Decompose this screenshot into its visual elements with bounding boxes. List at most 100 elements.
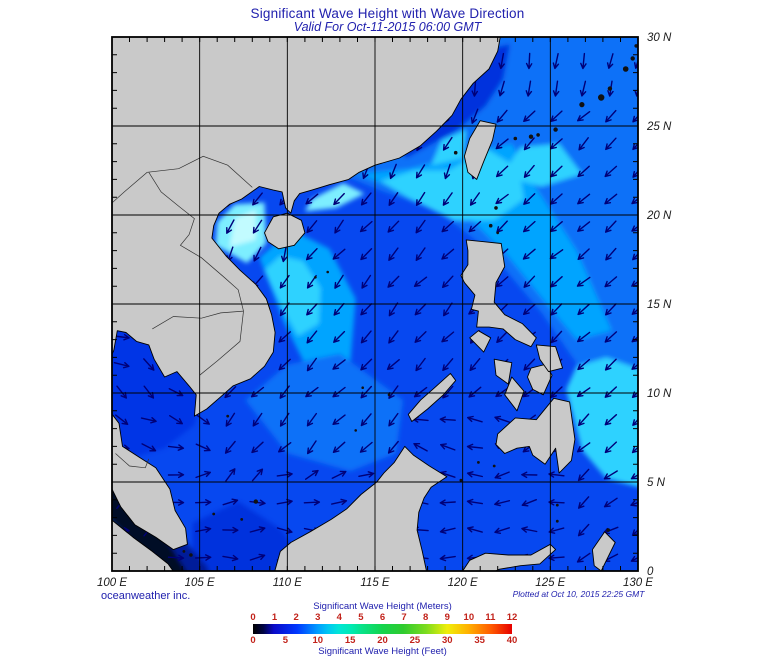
legend-feet-ticks: 0 5 10 15 20 25 30 35 40 (250, 635, 517, 646)
land-layer (112, 37, 638, 571)
legend-tick: 6 (379, 612, 386, 623)
island-dot (555, 519, 559, 523)
legend-tick: 40 (506, 635, 518, 646)
island-dot (459, 478, 463, 482)
legend-tick: 2 (293, 612, 299, 623)
land-taiwan (463, 120, 497, 180)
legend-tick: 0 (250, 612, 256, 623)
island-dot (453, 150, 458, 155)
country-border-china-vietnam (112, 155, 253, 204)
land-panay (493, 358, 513, 385)
legend-meters-ticks: 0 1 2 3 4 5 6 7 8 9 10 11 12 (250, 612, 517, 623)
legend-tick: 10 (463, 612, 475, 623)
wave-region-hainan-east-bright (304, 183, 365, 212)
color-scale-bar (253, 624, 512, 634)
island-dot (189, 553, 193, 557)
legend-tick: 7 (401, 612, 407, 623)
wave-region-gulf-tonkin-pale-core (229, 209, 256, 247)
island-dot (536, 133, 540, 137)
lon-label: 100 E (97, 577, 127, 589)
island-dot (606, 528, 610, 532)
lon-label: 120 E (448, 577, 478, 589)
island-dot (555, 503, 559, 507)
land-halmahera (591, 531, 616, 571)
legend-tick: 5 (358, 612, 364, 623)
lat-label: 30 N (647, 32, 672, 44)
lat-label: 25 N (646, 121, 672, 133)
lat-label: 5 N (647, 477, 666, 489)
legend-tick: 0 (250, 635, 256, 646)
country-border-cambodia-vietnam (199, 311, 244, 376)
land-mindoro (469, 330, 492, 353)
wave-region-java-karimata-dark (192, 501, 307, 571)
island-dot (240, 518, 244, 521)
lat-label: 20 N (646, 210, 672, 222)
legend-tick: 10 (312, 635, 324, 646)
island-dot (477, 461, 480, 464)
island-dot (607, 86, 613, 91)
legend-tick: 8 (423, 612, 429, 623)
island-dot (494, 206, 498, 210)
land-negros (504, 376, 525, 412)
legend-tick: 3 (315, 612, 321, 623)
legend-tick: 1 (271, 612, 278, 623)
island-dot (630, 56, 635, 61)
lon-label: 105 E (185, 577, 215, 589)
legend-title-feet: Significant Wave Height (Feet) (318, 646, 447, 657)
island-dot (361, 386, 365, 390)
plotted-timestamp: Plotted at Oct 10, 2015 22:25 GMT (512, 589, 645, 599)
island-dot (212, 512, 216, 516)
lon-label: 115 E (360, 577, 390, 589)
island-dot (496, 231, 500, 235)
wave-region-taiwan-east-bright (501, 143, 582, 187)
legend-tick: 4 (336, 612, 342, 623)
land-palawan (407, 372, 457, 422)
island-dot (553, 127, 558, 132)
legend-tick: 5 (282, 635, 289, 646)
island-dot (253, 499, 258, 504)
lat-label: 10 N (647, 388, 672, 400)
island-dot (513, 136, 518, 141)
wave-region-luzon-strait-bright (380, 149, 524, 221)
lon-label: 125 E (535, 577, 565, 589)
land-mainland-asia (112, 37, 501, 551)
island-dot (226, 414, 230, 418)
wave-region-philippine-sea-bright (566, 357, 638, 487)
wave-region-central-scs-patch (245, 353, 404, 472)
island-dot (314, 276, 317, 279)
land-sumatra (112, 519, 174, 571)
island-dot (622, 66, 629, 72)
lon-label: 110 E (273, 577, 303, 589)
island-dot (182, 550, 186, 553)
graticule-layer (112, 37, 638, 571)
axis-labels: 100 E 105 E 110 E 115 E 120 E 125 E 130 E 30 N 2… (97, 32, 672, 589)
legend-tick: 30 (441, 635, 453, 646)
land-samar (535, 344, 564, 373)
land-borneo (274, 445, 448, 571)
island-dot (492, 464, 496, 468)
island-dot (387, 393, 391, 397)
map-frame (111, 36, 639, 572)
lat-label: 15 N (647, 299, 672, 311)
page-title: Significant Wave Height with Wave Direct… (250, 6, 525, 21)
land-hainan (264, 212, 306, 250)
island-dot (598, 94, 605, 101)
island-dot (634, 44, 638, 48)
legend-tick: 11 (485, 612, 496, 623)
legend-title-meters: Significant Wave Height (Meters) (313, 601, 452, 612)
country-border-malaysia-thailand (115, 453, 150, 469)
legend-tick: 12 (506, 612, 518, 623)
wave-region-gulf-thailand (112, 325, 202, 459)
island-dot (528, 134, 534, 139)
lat-label: 0 (647, 566, 654, 578)
island-dot (488, 223, 493, 228)
legend-tick: 25 (409, 635, 421, 646)
country-border-thai-cambodia (152, 310, 244, 330)
wave-height-map: 100 E 105 E 110 E 115 E 120 E 125 E 130 E 30 N 2… (97, 32, 672, 589)
oceanweather-credit: oceanweather inc. (101, 590, 191, 602)
lon-label: 130 E (623, 577, 653, 589)
legend-tick: 15 (344, 635, 356, 646)
land-mindanao (495, 397, 576, 474)
